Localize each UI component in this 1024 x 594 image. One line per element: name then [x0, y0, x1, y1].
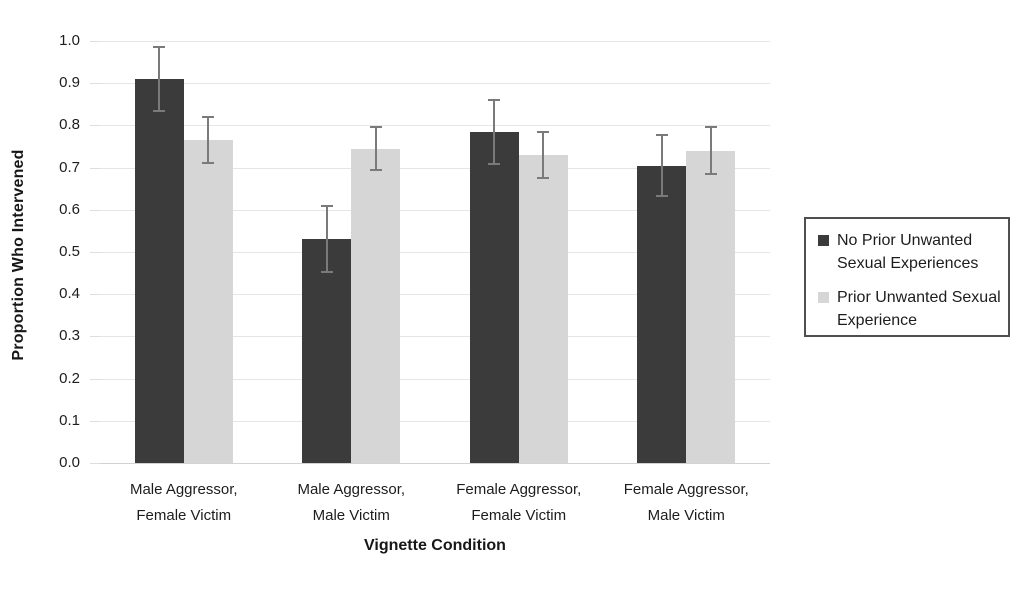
bar-series1-group2	[302, 239, 352, 463]
y-tick-label: 0.9	[59, 74, 80, 92]
x-category-label-line: Male Aggressor,	[297, 481, 406, 498]
legend-label: No Prior Unwanted Sexual Experiences	[837, 229, 978, 275]
error-bar	[542, 131, 545, 179]
gridline	[100, 294, 770, 296]
x-category-label-line: Female Victim	[471, 507, 567, 524]
gridline	[100, 209, 770, 211]
y-tick-mark	[90, 463, 100, 464]
x-category-label: Female Aggressor, Female Victim	[424, 477, 614, 529]
legend-item-series1: No Prior Unwanted Sexual Experiences	[818, 229, 1002, 275]
y-tick-label: 0.7	[59, 158, 80, 176]
error-bar-cap-bottom	[537, 177, 550, 180]
x-category-label-line: Male Victim	[312, 507, 390, 524]
error-bar-cap-top	[153, 46, 166, 49]
y-axis-title: Proportion Who Intervened	[10, 149, 27, 361]
error-bar	[374, 127, 377, 171]
error-bar-cap-bottom	[488, 162, 501, 165]
y-tick-label: 0.8	[59, 116, 80, 134]
x-category-label-line: Male Aggressor,	[129, 481, 238, 498]
x-category-label-line: Female Aggressor,	[456, 481, 582, 498]
gridline	[100, 336, 770, 338]
bar-series2-group4	[686, 150, 736, 463]
legend-label-line: Prior Unwanted Sexual	[837, 289, 1001, 306]
x-category-label-line: Male Victim	[647, 507, 725, 524]
error-bar-cap-top	[704, 126, 717, 129]
error-bar	[325, 206, 328, 273]
y-tick-mark	[90, 83, 100, 85]
y-tick-mark	[90, 378, 100, 380]
legend-item-series2: Prior Unwanted Sexual Experience	[818, 286, 1002, 332]
y-tick-label: 0.0	[59, 454, 80, 471]
error-bar	[493, 99, 496, 164]
error-bar-cap-bottom	[320, 271, 333, 274]
y-tick-label: 0.4	[59, 285, 80, 303]
error-bar-cap-top	[320, 205, 333, 208]
bar-series2-group3	[518, 154, 568, 463]
x-category-label: Female Aggressor, Male Victim	[591, 477, 781, 529]
plot-area	[100, 41, 770, 464]
y-tick-mark	[90, 294, 100, 296]
x-axis-title: Vignette Condition	[364, 537, 506, 554]
y-tick-mark	[90, 252, 100, 253]
y-tick-label: 0.3	[59, 327, 80, 345]
error-bar	[158, 47, 161, 111]
y-tick-label: 0.6	[59, 200, 80, 218]
legend-swatch-light	[818, 292, 829, 303]
gridline	[100, 125, 770, 127]
error-bar	[660, 135, 663, 196]
legend-label: Prior Unwanted Sexual Experience	[837, 286, 1001, 332]
y-tick-mark	[90, 167, 100, 169]
error-bar-cap-top	[369, 126, 382, 129]
error-bar-cap-bottom	[704, 173, 717, 176]
y-tick-label: 0.1	[59, 411, 80, 429]
y-tick-mark	[90, 125, 100, 127]
bar-series2-group2	[351, 148, 401, 463]
y-tick-mark	[90, 420, 100, 422]
error-bar-cap-top	[537, 130, 550, 133]
legend-box: No Prior Unwanted Sexual Experiences Prior…	[804, 217, 1010, 337]
gridline	[100, 420, 770, 422]
error-bar-cap-top	[488, 98, 501, 101]
legend-label-line: Experience	[837, 312, 918, 329]
gridline	[100, 83, 770, 85]
gridline	[100, 252, 770, 253]
error-bar-cap-bottom	[655, 194, 668, 197]
x-category-label-line: Female Aggressor,	[623, 481, 749, 498]
y-tick-label: 0.2	[59, 369, 80, 387]
bar-series1-group4	[637, 165, 687, 463]
bar-series1-group1	[134, 78, 184, 463]
error-bar-cap-bottom	[369, 169, 382, 172]
x-category-label: Male Aggressor, Male Victim	[256, 477, 446, 529]
y-tick-label: 1.0	[59, 32, 80, 49]
legend-swatch-dark	[818, 235, 829, 246]
bar-series1-group3	[469, 131, 519, 463]
error-bar-cap-bottom	[202, 162, 215, 165]
error-bar	[709, 127, 712, 175]
legend-label-line: Sexual Experiences	[837, 255, 979, 272]
y-tick-mark	[90, 336, 100, 338]
y-tick-mark	[90, 209, 100, 211]
gridline	[100, 167, 770, 169]
error-bar-cap-top	[202, 115, 215, 118]
x-axis-baseline	[100, 463, 770, 464]
bar-series2-group1	[183, 140, 233, 463]
x-category-label-line: Female Victim	[136, 507, 232, 524]
x-category-label: Male Aggressor, Female Victim	[89, 477, 279, 529]
gridline	[100, 378, 770, 380]
error-bar-cap-top	[655, 134, 668, 137]
y-tick-mark	[90, 41, 100, 42]
legend-label-line: No Prior Unwanted	[837, 232, 973, 249]
error-bar	[207, 116, 210, 164]
error-bar-cap-bottom	[153, 109, 166, 112]
y-tick-label: 0.5	[59, 243, 80, 260]
gridline	[100, 41, 770, 42]
